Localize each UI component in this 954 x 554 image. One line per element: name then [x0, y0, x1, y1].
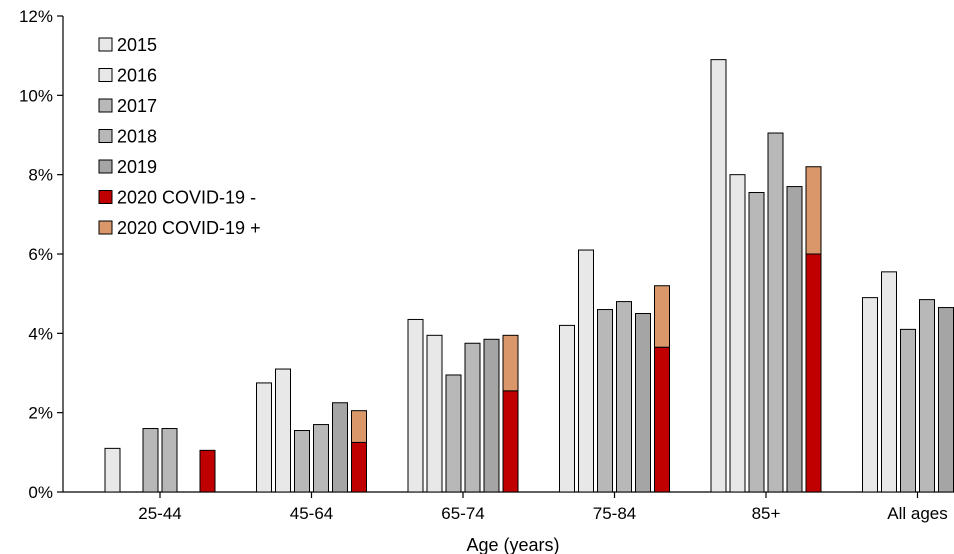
bar-2017-25-44 [142, 428, 159, 493]
y-axis: 0% 2% 4% 6% 8% 10% 12% [19, 7, 64, 502]
bar-2016-all-ages [881, 271, 897, 493]
bar-2015-75-84 [559, 324, 575, 493]
bar-2019-45-64 [332, 402, 348, 493]
legend-swatch [98, 68, 113, 82]
bar-2020-covid-19--45-64 [351, 441, 367, 493]
x-axis-title: Age (years) [466, 535, 559, 554]
bar-2018-65-74 [464, 342, 481, 493]
bar-2016-65-74 [426, 334, 443, 493]
bar-2015-65-74 [407, 318, 424, 493]
y-tick-label: 0% [28, 483, 53, 502]
y-tick-label: 10% [19, 86, 53, 105]
legend: 2015 2016 2017 2018 2019 2020 COVID-19 - 2020 … [98, 35, 261, 238]
bar-2016-75-84 [578, 249, 594, 493]
bar-2017-65-74 [445, 374, 462, 493]
bar-2020-covid-19--75-84 [654, 346, 670, 493]
bar-2020-covid-19--65-74 [502, 390, 519, 493]
bar-2020-covid-19-plus-85- [805, 166, 822, 255]
legend-label: 2020 COVID-19 - [117, 188, 256, 208]
bar-2016-85- [729, 174, 746, 493]
bar-2019-65-74 [483, 338, 500, 493]
bar-2018-75-84 [616, 301, 632, 493]
legend-swatch [98, 98, 113, 113]
bar-2015-45-64 [256, 382, 272, 493]
bar-2015-85- [710, 59, 727, 493]
legend-swatch [98, 159, 113, 174]
bar-2020-covid-19--85- [805, 253, 822, 493]
bars [104, 59, 954, 493]
x-tick-label: 45-64 [290, 504, 333, 523]
legend-swatch [98, 129, 113, 143]
bar-2020-covid-19-plus-45-64 [351, 410, 367, 443]
y-tick-label: 12% [19, 7, 53, 26]
y-tick-label: 6% [28, 245, 53, 264]
bar-2018-25-44 [161, 428, 178, 493]
legend-swatch [98, 190, 113, 204]
bar-2016-45-64 [275, 368, 291, 493]
bar-2017-45-64 [294, 430, 310, 493]
bar-2017-85- [748, 192, 765, 493]
bar-2017-all-ages [900, 328, 916, 493]
legend-label: 2016 [117, 66, 157, 86]
x-tick-label: 75-84 [593, 504, 636, 523]
bar-2019-85- [786, 186, 803, 493]
legend-label: 2019 [117, 157, 157, 177]
y-tick-label: 2% [28, 404, 53, 423]
y-tick-label: 8% [28, 166, 53, 185]
x-tick-label: 25-44 [138, 504, 181, 523]
bar-2018-85- [767, 132, 784, 493]
legend-label: 2017 [117, 96, 157, 116]
legend-label: 2015 [117, 35, 157, 55]
bar-2015-all-ages [862, 297, 878, 493]
x-tick-label: All ages [887, 504, 947, 523]
bar-2017-75-84 [597, 309, 613, 493]
bar-2015-25-44 [104, 447, 121, 493]
legend-swatch [98, 220, 113, 235]
bar-2019-75-84 [635, 313, 651, 493]
legend-swatch [98, 37, 113, 52]
x-axis: 25-44 45-64 65-74 75-84 85+ All ages [63, 491, 954, 523]
bar-2020-covid-19-plus-75-84 [654, 285, 670, 348]
x-tick-label: 65-74 [441, 504, 484, 523]
legend-label: 2018 [117, 127, 157, 147]
legend-label: 2020 COVID-19 + [117, 218, 261, 238]
bar-2018-all-ages [919, 299, 935, 493]
bar-2019-all-ages [938, 307, 954, 493]
bar-2020-covid-19-plus-65-74 [502, 334, 519, 392]
bar-2020-covid-19--25-44 [199, 449, 216, 493]
x-tick-label: 85+ [752, 504, 781, 523]
bar-2018-45-64 [313, 424, 329, 493]
y-tick-label: 4% [28, 324, 53, 343]
